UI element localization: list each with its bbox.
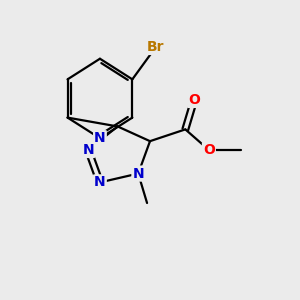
Text: N: N xyxy=(82,143,94,157)
Text: N: N xyxy=(132,167,144,181)
Text: O: O xyxy=(188,93,200,107)
Text: O: O xyxy=(203,143,215,157)
Text: N: N xyxy=(94,131,106,145)
Text: Br: Br xyxy=(147,40,165,54)
Text: N: N xyxy=(94,176,106,189)
